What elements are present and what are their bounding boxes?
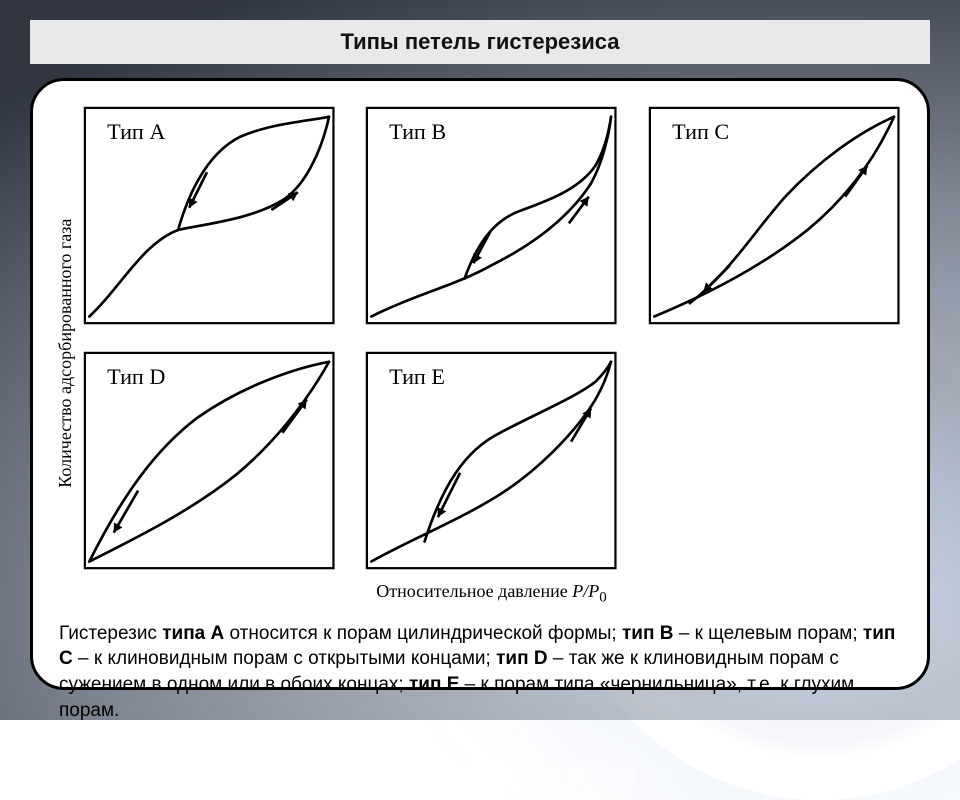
x-axis-label: Относительное давление P/P0 — [76, 581, 907, 607]
panel-label: Тип B — [389, 119, 446, 144]
caption-span: Гистерезис — [59, 623, 162, 644]
panel-plot: Тип A — [76, 99, 342, 332]
panel-plot: Тип D — [76, 344, 342, 577]
y-axis-label: Количество адсорбированного газа — [53, 99, 76, 607]
x-axis-label-italic: P/P — [572, 581, 599, 601]
caption-text: Гистерезис типа А относится к порам цили… — [53, 621, 907, 724]
slide-title-bar: Типы петель гистерезиса — [30, 20, 930, 64]
caption-span: относится к порам цилиндрической формы; — [224, 623, 622, 644]
caption-span: – к клиновидным порам с открытыми концам… — [73, 648, 496, 669]
panel-grid: Тип A Тип B Тип C — [76, 99, 907, 577]
panel-plot: Тип C — [641, 99, 907, 332]
panel-label: Тип D — [107, 364, 165, 389]
panel-1: Тип A — [76, 99, 342, 332]
panel-plot: Тип B — [358, 99, 624, 332]
figure-wrap: Количество адсорбированного газа Тип A — [53, 99, 907, 607]
caption-bold: тип D — [496, 648, 547, 669]
panel-5: Тип E — [358, 344, 624, 577]
panel-label: Тип C — [672, 119, 729, 144]
panel-plot: Тип E — [358, 344, 624, 577]
content-card: Количество адсорбированного газа Тип A — [30, 78, 930, 690]
caption-span: – к щелевым порам; — [673, 623, 862, 644]
x-axis-label-plain: Относительное давление — [376, 581, 572, 601]
panel-spacer — [641, 344, 907, 577]
x-axis-label-sub: 0 — [599, 590, 607, 606]
panel-4: Тип D — [76, 344, 342, 577]
caption-bold: типа А — [162, 623, 224, 644]
slide-title: Типы петель гистерезиса — [341, 29, 620, 55]
caption-bold: тип Е — [409, 674, 459, 695]
panel-2: Тип B — [358, 99, 624, 332]
caption-bold: тип В — [622, 623, 673, 644]
panel-label: Тип E — [389, 364, 445, 389]
panel-3: Тип C — [641, 99, 907, 332]
panel-label: Тип A — [107, 119, 165, 144]
